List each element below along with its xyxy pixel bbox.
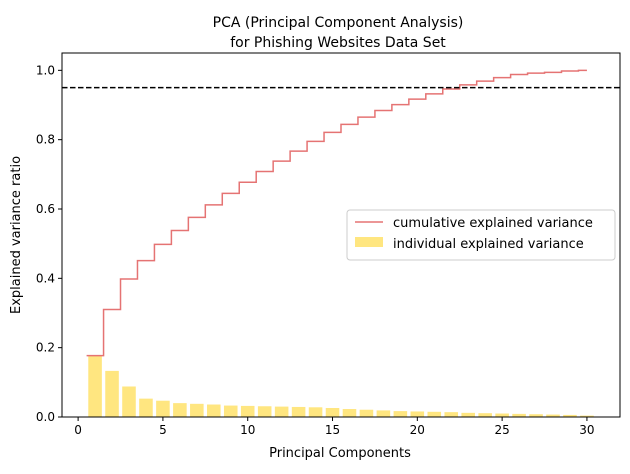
bar-pc-10 bbox=[240, 405, 255, 417]
x-tick-label: 30 bbox=[579, 423, 594, 437]
bar-pc-15 bbox=[325, 407, 340, 417]
bar-pc-24 bbox=[478, 413, 492, 417]
x-tick-label: 5 bbox=[159, 423, 167, 437]
bar-pc-4 bbox=[139, 398, 153, 417]
bar-pc-20 bbox=[410, 411, 425, 417]
y-tick-label: 0.0 bbox=[36, 410, 55, 424]
legend: cumulative explained variance individual… bbox=[346, 209, 616, 261]
legend-swatch-individual bbox=[355, 237, 383, 247]
y-tick-label: 0.2 bbox=[36, 341, 55, 355]
bar-pc-5 bbox=[156, 400, 170, 417]
chart-title-line1: PCA (Principal Component Analysis) bbox=[213, 15, 464, 31]
bar-pc-21 bbox=[427, 411, 442, 417]
bar-pc-14 bbox=[308, 407, 323, 417]
bar-pc-7 bbox=[190, 403, 204, 417]
bar-pc-1 bbox=[88, 355, 102, 417]
bar-pc-29 bbox=[563, 414, 577, 417]
legend-box bbox=[346, 209, 616, 261]
bar-pc-13 bbox=[291, 406, 306, 417]
y-tick-label: 0.6 bbox=[36, 202, 55, 216]
bar-pc-19 bbox=[393, 411, 408, 417]
y-tick-label: 1.0 bbox=[36, 63, 55, 77]
bar-pc-16 bbox=[342, 409, 357, 417]
bar-pc-27 bbox=[529, 414, 543, 417]
axes-frame bbox=[61, 52, 621, 418]
bar-pc-2 bbox=[105, 370, 119, 417]
bar-pc-25 bbox=[495, 413, 509, 417]
legend-label-individual: individual explained variance bbox=[393, 237, 584, 252]
bar-pc-3 bbox=[122, 386, 136, 417]
y-tick-label: 0.8 bbox=[36, 133, 55, 147]
x-tick-label: 25 bbox=[494, 423, 509, 437]
bar-pc-8 bbox=[207, 404, 221, 417]
bar-pc-17 bbox=[359, 409, 374, 417]
x-tick-label: 20 bbox=[410, 423, 425, 437]
plot-area: 0 5 10 15 20 25 30 0.0 0.2 0.4 0.6 0.8 1.0 bbox=[36, 52, 621, 437]
bar-pc-26 bbox=[512, 413, 526, 417]
bar-pc-23 bbox=[461, 412, 475, 417]
bar-pc-12 bbox=[274, 406, 289, 417]
y-tick-label: 0.4 bbox=[36, 271, 55, 285]
bar-pc-6 bbox=[173, 403, 187, 417]
bar-pc-28 bbox=[546, 414, 560, 417]
bar-pc-11 bbox=[257, 406, 272, 417]
x-tick-label: 10 bbox=[240, 423, 255, 437]
bar-pc-9 bbox=[223, 405, 238, 417]
x-tick-label: 15 bbox=[325, 423, 340, 437]
bar-pc-30 bbox=[580, 415, 594, 417]
x-tick-label: 0 bbox=[74, 423, 82, 437]
chart-title-line2: for Phishing Websites Data Set bbox=[230, 35, 446, 51]
bar-pc-18 bbox=[376, 410, 391, 417]
x-axis-label: Principal Components bbox=[269, 446, 411, 461]
legend-label-cumulative: cumulative explained variance bbox=[393, 216, 593, 231]
cumulative-variance-step-line bbox=[86, 69, 587, 357]
bar-pc-22 bbox=[444, 412, 459, 417]
y-axis-label: Explained variance ratio bbox=[9, 156, 24, 314]
